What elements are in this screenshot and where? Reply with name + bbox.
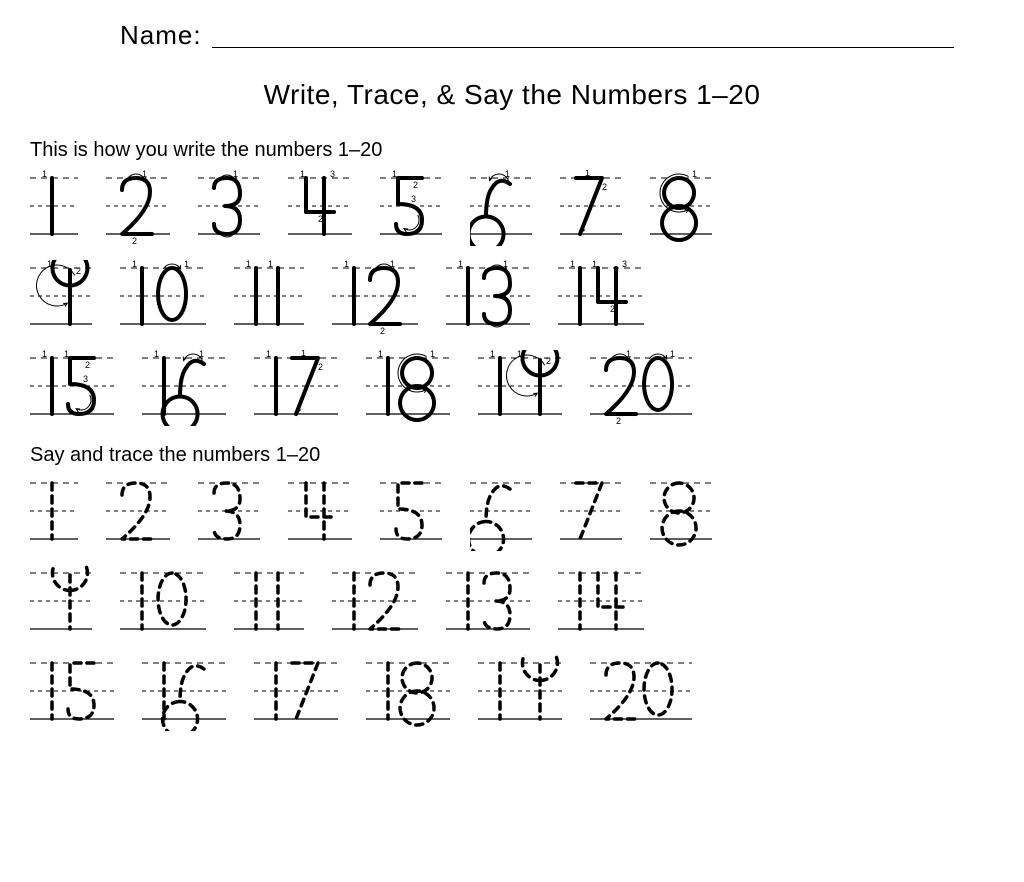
write-cell-11: 11 bbox=[234, 260, 304, 332]
write-cell-3: 1 bbox=[198, 170, 260, 242]
svg-text:1: 1 bbox=[392, 170, 397, 179]
svg-text:1: 1 bbox=[378, 350, 383, 359]
trace-cell-15 bbox=[30, 655, 114, 727]
svg-text:2: 2 bbox=[85, 360, 90, 370]
trace-cell-2 bbox=[106, 475, 170, 547]
svg-text:1: 1 bbox=[64, 350, 69, 359]
svg-text:1: 1 bbox=[490, 350, 495, 359]
write-cell-2: 12 bbox=[106, 170, 170, 242]
trace-cell-8 bbox=[650, 475, 712, 547]
write-cell-8: 1 bbox=[650, 170, 712, 242]
svg-text:2: 2 bbox=[76, 266, 81, 276]
trace-cell-1 bbox=[30, 475, 78, 547]
svg-text:2: 2 bbox=[602, 182, 607, 192]
trace-cell-18 bbox=[366, 655, 450, 727]
write-cell-10: 11 bbox=[120, 260, 206, 332]
trace-cell-12 bbox=[332, 565, 418, 637]
page-title: Write, Trace, & Say the Numbers 1–20 bbox=[30, 79, 994, 111]
svg-text:3: 3 bbox=[411, 194, 416, 204]
trace-cell-6 bbox=[470, 475, 532, 547]
trace-cell-11 bbox=[234, 565, 304, 637]
section2-grid bbox=[30, 475, 994, 727]
write-cell-15: 1 1 2 3 bbox=[30, 350, 114, 422]
svg-text:2: 2 bbox=[546, 356, 551, 366]
section1-grid: 1121132123112112111111211113211231111211… bbox=[30, 170, 994, 422]
trace-cell-20 bbox=[590, 655, 692, 727]
write-cell-18: 11 bbox=[366, 350, 450, 422]
write-cell-7: 12 bbox=[560, 170, 622, 242]
svg-text:3: 3 bbox=[83, 374, 88, 384]
svg-text:3: 3 bbox=[330, 170, 335, 179]
svg-text:1: 1 bbox=[344, 260, 349, 269]
svg-text:1: 1 bbox=[42, 350, 47, 359]
name-field: Name: bbox=[120, 20, 994, 51]
trace-cell-10 bbox=[120, 565, 206, 637]
section1-heading: This is how you write the numbers 1–20 bbox=[30, 139, 994, 162]
svg-text:3: 3 bbox=[622, 260, 627, 269]
write-cell-20: 121 bbox=[590, 350, 692, 422]
svg-text:2: 2 bbox=[132, 236, 137, 246]
svg-text:1: 1 bbox=[184, 260, 189, 269]
name-blank-line[interactable] bbox=[212, 47, 954, 48]
svg-text:1: 1 bbox=[585, 170, 590, 178]
svg-text:1: 1 bbox=[132, 260, 137, 269]
write-cell-16: 11 bbox=[142, 350, 226, 422]
svg-text:2: 2 bbox=[380, 326, 385, 336]
svg-text:1: 1 bbox=[670, 350, 675, 359]
trace-cell-19 bbox=[478, 655, 562, 727]
svg-text:1: 1 bbox=[458, 260, 463, 269]
svg-text:1: 1 bbox=[42, 170, 47, 179]
write-cell-13: 11 bbox=[446, 260, 530, 332]
svg-text:2: 2 bbox=[610, 304, 615, 314]
svg-text:1: 1 bbox=[268, 260, 273, 269]
write-cell-5: 1 2 3 bbox=[380, 170, 442, 242]
trace-cell-13 bbox=[446, 565, 530, 637]
svg-text:1: 1 bbox=[505, 170, 510, 179]
svg-text:1: 1 bbox=[301, 350, 306, 358]
svg-text:1: 1 bbox=[266, 350, 271, 359]
trace-cell-7 bbox=[560, 475, 622, 547]
svg-text:1: 1 bbox=[246, 260, 251, 269]
trace-cell-3 bbox=[198, 475, 260, 547]
svg-text:2: 2 bbox=[318, 362, 323, 372]
name-label: Name: bbox=[120, 20, 202, 51]
svg-text:2: 2 bbox=[616, 416, 621, 426]
svg-text:1: 1 bbox=[300, 170, 305, 179]
write-cell-12: 112 bbox=[332, 260, 418, 332]
svg-text:2: 2 bbox=[413, 180, 418, 190]
write-cell-19: 112 bbox=[478, 350, 562, 422]
trace-cell-14 bbox=[558, 565, 644, 637]
trace-cell-9 bbox=[30, 565, 92, 637]
svg-text:1: 1 bbox=[592, 260, 597, 269]
svg-text:1: 1 bbox=[199, 350, 204, 359]
svg-text:1: 1 bbox=[692, 170, 697, 179]
section2-heading: Say and trace the numbers 1–20 bbox=[30, 444, 994, 467]
write-cell-14: 1 1 3 2 bbox=[558, 260, 644, 332]
trace-cell-4 bbox=[288, 475, 352, 547]
write-cell-1: 1 bbox=[30, 170, 78, 242]
svg-text:1: 1 bbox=[430, 350, 435, 359]
write-cell-17: 1 1 2 bbox=[254, 350, 338, 422]
trace-cell-5 bbox=[380, 475, 442, 547]
trace-cell-16 bbox=[142, 655, 226, 727]
write-cell-4: 1 3 2 bbox=[288, 170, 352, 242]
write-cell-6: 1 bbox=[470, 170, 532, 242]
svg-text:1: 1 bbox=[154, 350, 159, 359]
trace-cell-17 bbox=[254, 655, 338, 727]
write-cell-9: 12 bbox=[30, 260, 92, 332]
svg-text:1: 1 bbox=[570, 260, 575, 269]
svg-text:2: 2 bbox=[318, 214, 323, 224]
